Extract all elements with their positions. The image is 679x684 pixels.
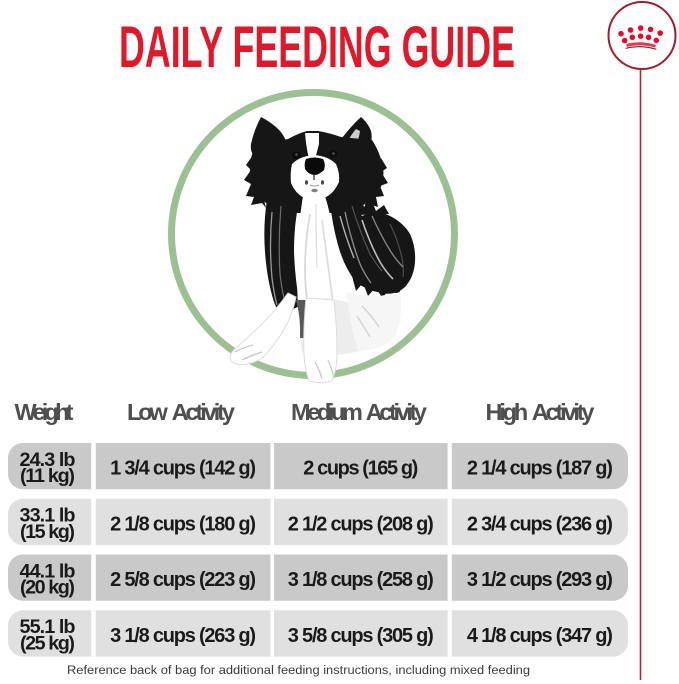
svg-text:2 1/4 cups (187 g): 2 1/4 cups (187 g) (467, 458, 613, 480)
svg-text:Reference back of bag for addi: Reference back of bag for additional fee… (67, 663, 530, 677)
svg-text:44.1 lb: 44.1 lb (20, 560, 76, 582)
svg-text:2 1/2 cups (208 g): 2 1/2 cups (208 g) (288, 513, 434, 535)
svg-text:Low Activity: Low Activity (127, 399, 235, 425)
svg-text:(25 kg): (25 kg) (20, 633, 75, 655)
svg-text:2 cups (165 g): 2 cups (165 g) (303, 458, 418, 480)
svg-text:4 1/8 cups (347 g): 4 1/8 cups (347 g) (467, 625, 613, 647)
svg-text:High Activity: High Activity (486, 399, 595, 425)
svg-text:3 1/8 cups (263 g): 3 1/8 cups (263 g) (110, 625, 256, 647)
svg-text:55.1 lb: 55.1 lb (20, 616, 76, 638)
svg-text:(20 kg): (20 kg) (20, 577, 75, 599)
svg-text:DAILY FEEDING GUIDE: DAILY FEEDING GUIDE (119, 15, 515, 80)
svg-text:3 5/8 cups (305 g): 3 5/8 cups (305 g) (288, 625, 434, 647)
svg-text:3 1/2 cups (293 g): 3 1/2 cups (293 g) (467, 569, 613, 591)
svg-text:(11 kg): (11 kg) (20, 465, 75, 487)
svg-text:2 1/8 cups (180 g): 2 1/8 cups (180 g) (110, 513, 256, 535)
svg-text:(15 kg): (15 kg) (20, 521, 75, 543)
svg-text:24.3 lb: 24.3 lb (20, 449, 76, 471)
svg-text:2 5/8 cups (223 g): 2 5/8 cups (223 g) (110, 569, 256, 591)
svg-text:1 3/4 cups (142 g): 1 3/4 cups (142 g) (110, 458, 256, 480)
svg-text:Weight: Weight (15, 399, 74, 425)
svg-text:Medium Activity: Medium Activity (291, 399, 427, 425)
svg-text:33.1 lb: 33.1 lb (20, 505, 76, 527)
svg-text:2 3/4 cups (236 g): 2 3/4 cups (236 g) (467, 513, 613, 535)
svg-text:3 1/8 cups (258 g): 3 1/8 cups (258 g) (288, 569, 434, 591)
